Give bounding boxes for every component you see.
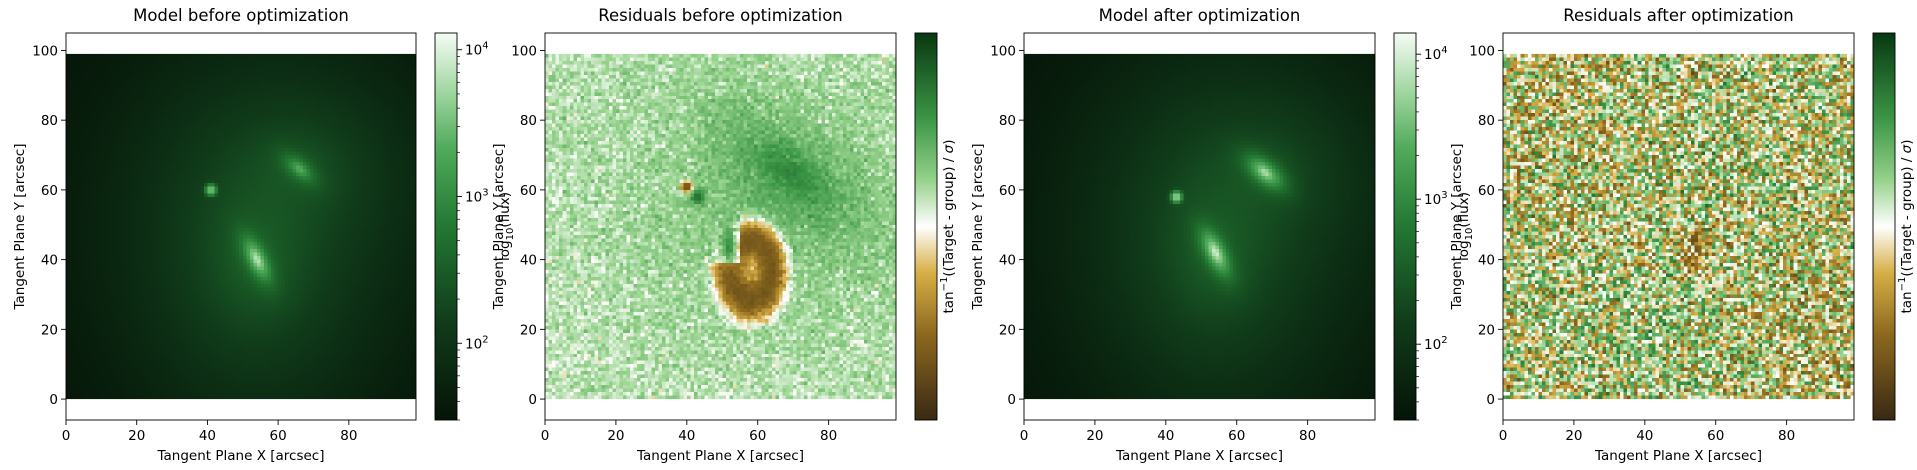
- axes-frame: [1502, 32, 1855, 421]
- y-tick-label: 100: [990, 43, 1016, 59]
- axes-frame: [65, 32, 417, 421]
- y-tick-label: 80: [520, 113, 537, 129]
- panel-2: Residuals before optimization 0 20 40 60 80 0 2…: [491, 6, 957, 464]
- x-tick-label: 20: [607, 428, 624, 444]
- x-tick-label: 40: [199, 428, 216, 444]
- colorbar-frame: [1393, 32, 1417, 421]
- y-tick-label: 40: [999, 253, 1016, 269]
- colorbar-tick-label: 103: [1424, 190, 1448, 208]
- colorbar-tick-label: 102: [1424, 335, 1448, 353]
- x-tick-label: 0: [1499, 428, 1508, 444]
- x-tick-label: 80: [1778, 428, 1795, 444]
- y-axis-label: Tangent Plane Y [arcsec]: [12, 144, 28, 311]
- colorbar-label: log10(flux): [497, 192, 516, 261]
- y-tick-label: 0: [528, 392, 537, 408]
- panel-4: Residuals after optimization 0 20 40 60 80 0 20…: [1449, 6, 1915, 464]
- y-tick-label: 20: [999, 322, 1016, 338]
- axes-frame: [1023, 32, 1376, 421]
- colorbar-tick-label: 103: [465, 187, 489, 205]
- axes-frame: [544, 32, 897, 421]
- y-tick-label: 60: [520, 183, 537, 199]
- colorbar: tan−1((Target - group) / σ): [1872, 32, 1915, 421]
- colorbar-label: tan−1((Target - group) / σ): [1897, 139, 1915, 313]
- colorbar-tick-label: 102: [465, 334, 489, 352]
- x-axis-label: Tangent Plane X [arcsec]: [157, 448, 325, 464]
- panel-title: Model after optimization: [1099, 6, 1301, 25]
- colorbar-frame: [434, 32, 458, 421]
- x-tick-label: 40: [1157, 428, 1174, 444]
- colorbar-label: tan−1((Target - group) / σ): [939, 139, 957, 313]
- y-tick-label: 20: [41, 322, 58, 338]
- colorbar-gradient: [1873, 33, 1895, 420]
- colorbar-tick-label: 104: [465, 41, 489, 59]
- colorbar-gradient: [915, 33, 937, 420]
- x-tick-label: 40: [678, 428, 695, 444]
- y-axis-label: Tangent Plane Y [arcsec]: [970, 144, 986, 311]
- colorbar: 102 103 104 log10(flux): [1393, 32, 1475, 421]
- y-tick-label: 80: [41, 113, 58, 129]
- y-tick-label: 60: [999, 183, 1016, 199]
- y-tick-label: 80: [999, 113, 1016, 129]
- x-tick-label: 80: [820, 428, 837, 444]
- panel-3: Model after optimization 0 20 40 60 80 0 20 40 60…: [970, 6, 1475, 464]
- y-tick-label: 60: [1478, 183, 1495, 199]
- y-tick-label: 0: [1007, 392, 1016, 408]
- x-tick-label: 80: [340, 428, 357, 444]
- y-tick-label: 40: [1478, 253, 1495, 269]
- y-tick-label: 40: [520, 253, 537, 269]
- x-tick-label: 0: [62, 428, 71, 444]
- y-tick-label: 40: [41, 253, 58, 269]
- colorbar-gradient: [1394, 33, 1416, 420]
- y-tick-label: 100: [32, 43, 58, 59]
- x-tick-label: 80: [1299, 428, 1316, 444]
- y-tick-label: 100: [511, 43, 537, 59]
- x-axis-label: Tangent Plane X [arcsec]: [1115, 448, 1283, 464]
- x-tick-label: 0: [1020, 428, 1029, 444]
- y-tick-label: 0: [49, 392, 58, 408]
- x-tick-label: 60: [270, 428, 287, 444]
- x-axis-label: Tangent Plane X [arcsec]: [1594, 448, 1762, 464]
- heatmap-image: [66, 53, 416, 400]
- y-tick-label: 20: [1478, 322, 1495, 338]
- panel-title: Model before optimization: [133, 6, 349, 25]
- y-tick-label: 80: [1478, 113, 1495, 129]
- y-axis-label: Tangent Plane Y [arcsec]: [1449, 144, 1465, 311]
- colorbar-frame: [1872, 32, 1896, 421]
- x-tick-label: 40: [1636, 428, 1653, 444]
- panel-title: Residuals after optimization: [1563, 6, 1793, 25]
- colorbar-gradient: [435, 33, 457, 420]
- colorbar: tan−1((Target - group) / σ): [914, 32, 957, 421]
- colorbar: 102 103 104 log10(flux): [434, 32, 516, 421]
- y-tick-label: 100: [1469, 43, 1495, 59]
- x-axis-label: Tangent Plane X [arcsec]: [636, 448, 804, 464]
- colorbar-frame: [914, 32, 938, 421]
- heatmap-image: [1024, 53, 1375, 400]
- x-tick-label: 20: [1565, 428, 1582, 444]
- y-axis-label: Tangent Plane Y [arcsec]: [491, 144, 507, 311]
- colorbar-label: log10(flux): [1456, 192, 1475, 261]
- colorbar-tick-label: 104: [1424, 45, 1448, 63]
- panel-title: Residuals before optimization: [598, 6, 843, 25]
- x-tick-label: 20: [1086, 428, 1103, 444]
- y-tick-label: 20: [520, 322, 537, 338]
- y-tick-label: 0: [1486, 392, 1495, 408]
- x-tick-label: 60: [1707, 428, 1724, 444]
- heatmap-image: [1503, 53, 1854, 400]
- x-tick-label: 0: [541, 428, 550, 444]
- panel-1: Model before optimization 0 20 40 60 80 0 20 40 6…: [12, 6, 516, 464]
- heatmap-image: [545, 53, 896, 400]
- x-tick-label: 20: [128, 428, 145, 444]
- x-tick-label: 60: [749, 428, 766, 444]
- y-tick-label: 60: [41, 183, 58, 199]
- x-tick-label: 60: [1228, 428, 1245, 444]
